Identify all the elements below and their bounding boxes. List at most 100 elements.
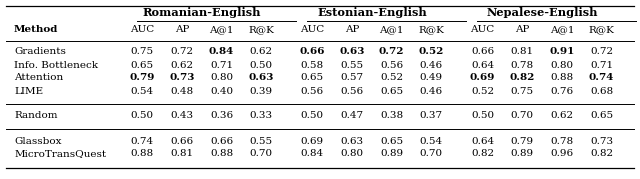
Text: 0.82: 0.82 (471, 149, 494, 158)
Text: 0.56: 0.56 (301, 86, 324, 96)
Text: 0.81: 0.81 (170, 149, 193, 158)
Text: 0.63: 0.63 (248, 74, 274, 83)
Text: 0.50: 0.50 (131, 112, 154, 120)
Text: 0.76: 0.76 (550, 86, 573, 96)
Text: 0.64: 0.64 (471, 61, 494, 69)
Text: 0.80: 0.80 (340, 149, 364, 158)
Text: 0.50: 0.50 (250, 61, 273, 69)
Text: AP: AP (345, 25, 359, 35)
Text: 0.73: 0.73 (169, 74, 195, 83)
Text: AP: AP (175, 25, 189, 35)
Text: 0.82: 0.82 (509, 74, 535, 83)
Text: 0.37: 0.37 (420, 112, 443, 120)
Text: Info. Bottleneck: Info. Bottleneck (14, 61, 98, 69)
Text: 0.91: 0.91 (549, 47, 575, 57)
Text: 0.84: 0.84 (209, 47, 234, 57)
Text: Random: Random (14, 112, 58, 120)
Text: 0.40: 0.40 (210, 86, 233, 96)
Text: 0.89: 0.89 (380, 149, 403, 158)
Text: 0.52: 0.52 (471, 86, 494, 96)
Text: 0.75: 0.75 (511, 86, 534, 96)
Text: 0.66: 0.66 (210, 137, 233, 146)
Text: 0.54: 0.54 (131, 86, 154, 96)
Text: 0.52: 0.52 (419, 47, 444, 57)
Text: 0.43: 0.43 (170, 112, 193, 120)
Text: 0.72: 0.72 (590, 47, 613, 57)
Text: 0.62: 0.62 (250, 47, 273, 57)
Text: 0.62: 0.62 (170, 61, 193, 69)
Text: 0.80: 0.80 (210, 74, 233, 83)
Text: 0.89: 0.89 (511, 149, 534, 158)
Text: 0.69: 0.69 (470, 74, 495, 83)
Text: 0.50: 0.50 (471, 112, 494, 120)
Text: 0.88: 0.88 (131, 149, 154, 158)
Text: 0.50: 0.50 (301, 112, 324, 120)
Text: 0.75: 0.75 (131, 47, 154, 57)
Text: R@K: R@K (419, 25, 444, 35)
Text: A@1: A@1 (380, 25, 404, 35)
Text: 0.71: 0.71 (210, 61, 233, 69)
Text: 0.72: 0.72 (379, 47, 404, 57)
Text: 0.66: 0.66 (300, 47, 325, 57)
Text: Gradients: Gradients (14, 47, 66, 57)
Text: 0.65: 0.65 (380, 86, 403, 96)
Text: LIME: LIME (14, 86, 44, 96)
Text: 0.65: 0.65 (380, 137, 403, 146)
Text: 0.49: 0.49 (420, 74, 443, 83)
Text: 0.66: 0.66 (471, 47, 494, 57)
Text: 0.55: 0.55 (250, 137, 273, 146)
Text: 0.78: 0.78 (550, 137, 573, 146)
Text: 0.65: 0.65 (590, 112, 613, 120)
Text: Nepalese-English: Nepalese-English (486, 8, 598, 18)
Text: 0.33: 0.33 (250, 112, 273, 120)
Text: 0.96: 0.96 (550, 149, 573, 158)
Text: 0.79: 0.79 (129, 74, 155, 83)
Text: 0.52: 0.52 (380, 74, 403, 83)
Text: 0.88: 0.88 (550, 74, 573, 83)
Text: A@1: A@1 (550, 25, 574, 35)
Text: 0.63: 0.63 (339, 47, 365, 57)
Text: Estonian-English: Estonian-English (317, 8, 427, 18)
Text: 0.56: 0.56 (340, 86, 364, 96)
Text: 0.48: 0.48 (170, 86, 193, 96)
Text: 0.46: 0.46 (420, 61, 443, 69)
Text: 0.71: 0.71 (590, 61, 613, 69)
Text: 0.74: 0.74 (589, 74, 614, 83)
Text: 0.69: 0.69 (301, 137, 324, 146)
Text: 0.62: 0.62 (550, 112, 573, 120)
Text: 0.55: 0.55 (340, 61, 364, 69)
Text: 0.73: 0.73 (590, 137, 613, 146)
Text: 0.64: 0.64 (471, 137, 494, 146)
Text: 0.80: 0.80 (550, 61, 573, 69)
Text: 0.70: 0.70 (250, 149, 273, 158)
Text: 0.63: 0.63 (340, 137, 364, 146)
Text: AUC: AUC (130, 25, 154, 35)
Text: Method: Method (14, 25, 58, 35)
Text: AP: AP (515, 25, 529, 35)
Text: 0.78: 0.78 (511, 61, 534, 69)
Text: Romanian-English: Romanian-English (142, 8, 261, 18)
Text: 0.57: 0.57 (340, 74, 364, 83)
Text: Glassbox: Glassbox (14, 137, 61, 146)
Text: 0.46: 0.46 (420, 86, 443, 96)
Text: 0.88: 0.88 (210, 149, 233, 158)
Text: 0.72: 0.72 (170, 47, 193, 57)
Text: MicroTransQuest: MicroTransQuest (14, 149, 106, 158)
Text: R@K: R@K (248, 25, 274, 35)
Text: 0.70: 0.70 (420, 149, 443, 158)
Text: AUC: AUC (470, 25, 495, 35)
Text: 0.65: 0.65 (131, 61, 154, 69)
Text: 0.84: 0.84 (301, 149, 324, 158)
Text: Attention: Attention (14, 74, 63, 83)
Text: 0.74: 0.74 (131, 137, 154, 146)
Text: 0.66: 0.66 (170, 137, 193, 146)
Text: A@1: A@1 (209, 25, 234, 35)
Text: R@K: R@K (589, 25, 614, 35)
Text: 0.38: 0.38 (380, 112, 403, 120)
Text: 0.36: 0.36 (210, 112, 233, 120)
Text: 0.82: 0.82 (590, 149, 613, 158)
Text: 0.54: 0.54 (420, 137, 443, 146)
Text: 0.56: 0.56 (380, 61, 403, 69)
Text: 0.68: 0.68 (590, 86, 613, 96)
Text: 0.47: 0.47 (340, 112, 364, 120)
